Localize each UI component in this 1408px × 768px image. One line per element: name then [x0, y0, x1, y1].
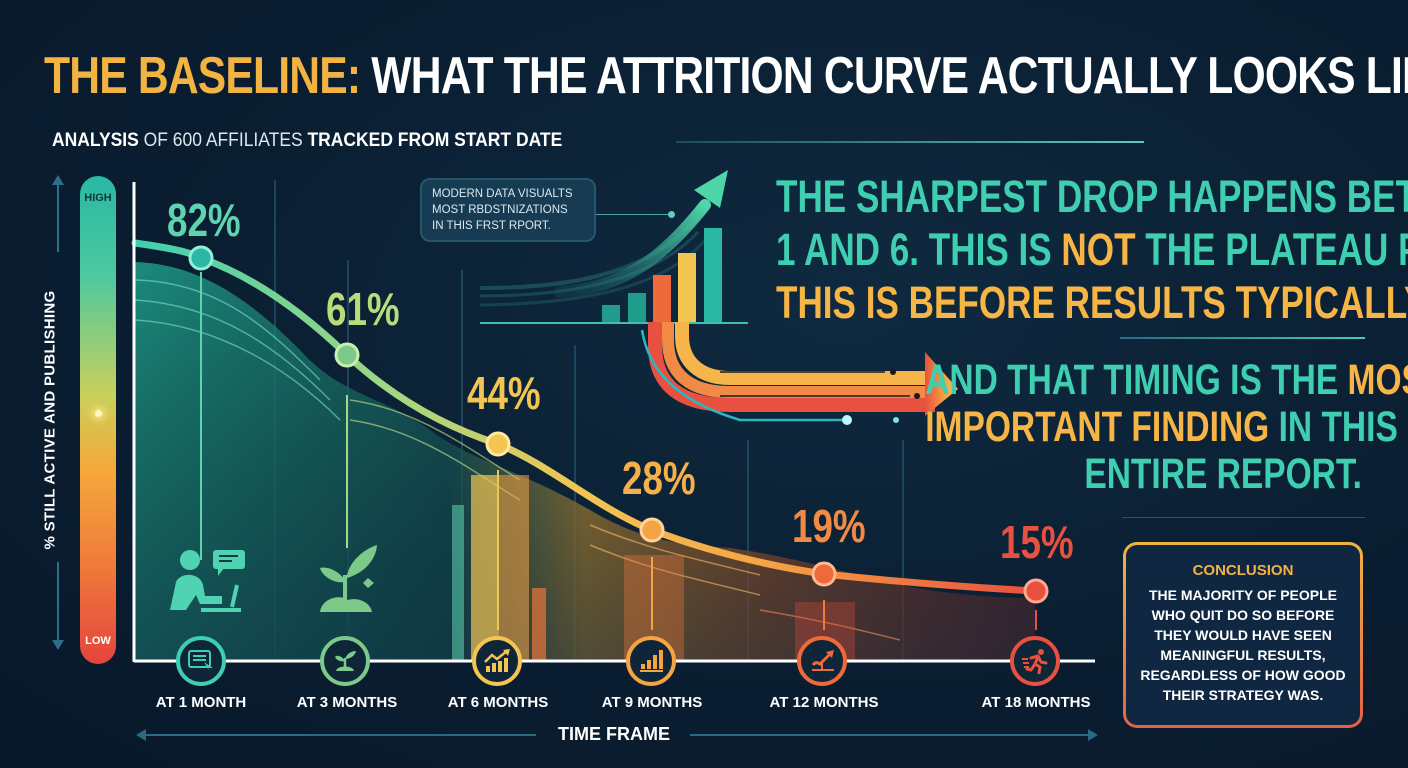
subtitle-part-3: TRACKED FROM START DATE	[307, 130, 563, 151]
headline-line-3: THIS IS BEFORE RESULTS TYPICALLY START.	[776, 277, 1408, 328]
finding-line-1a: AND THAT TIMING IS THE	[925, 356, 1348, 404]
bar-chart-icon	[626, 636, 676, 686]
sprout-icon	[320, 636, 370, 686]
finding-emphasis-most: MOST	[1347, 356, 1408, 404]
headline-line-2: 1 AND 6. THIS IS NOT THE PLATEAU PHASE —	[776, 223, 1408, 276]
headline-annotation: THE SHARPEST DROP HAPPENS BETWEEN 1 AND …	[776, 170, 1408, 329]
subtitle-divider	[676, 141, 1144, 143]
arrow-up-icon	[52, 175, 64, 185]
subtitle: ANALYSIS OF 600 AFFILIATES TRACKED FROM …	[52, 130, 562, 152]
value-label-3-months: 61%	[326, 283, 400, 335]
title-rest: WHAT THE ATTRITION CURVE ACTUALLY LOOKS …	[360, 47, 1408, 105]
x-label-12-months: AT 12 MONTHS	[769, 694, 879, 711]
title-highlight: THE BASELINE:	[44, 47, 361, 105]
value-label-6-months: 44%	[467, 367, 541, 419]
x-label-1-month: AT 1 MONTH	[155, 694, 247, 711]
value-label-1-month: 82%	[167, 194, 241, 246]
value-label-9-months: 28%	[622, 452, 696, 504]
finding-line-1: AND THAT TIMING IS THE MOST	[925, 356, 1408, 404]
headline-divider	[1120, 337, 1365, 339]
conclusion-title: CONCLUSION	[1192, 562, 1294, 579]
time-axis-line-left	[146, 734, 536, 736]
callout-dot	[668, 211, 675, 218]
callout-line-2: MOST RBDSTNIZATIONS	[432, 204, 568, 216]
scale-low-label: LOW	[85, 635, 111, 647]
callout-box: MODERN DATA VISUALTS MOST RBDSTNIZATIONS…	[420, 178, 596, 242]
x-label-18-months: AT 18 MONTHS	[981, 694, 1091, 711]
finding-annotation: AND THAT TIMING IS THE MOST IMPORTANT FI…	[925, 356, 1408, 498]
conclusion-divider	[1122, 517, 1365, 518]
x-label-6-months: AT 6 MONTHS	[447, 694, 549, 711]
conclusion-box: CONCLUSION THE MAJORITY OF PEOPLE WHO QU…	[1123, 542, 1363, 728]
rising-arrow-icon	[797, 636, 847, 686]
callout-connector	[596, 214, 670, 215]
callout-line-1: MODERN DATA VISUALTS	[432, 188, 573, 200]
running-person-icon	[1010, 636, 1060, 686]
page-title: THE BASELINE: WHAT THE ATTRITION CURVE A…	[44, 50, 1408, 102]
arrow-left-icon	[136, 729, 146, 741]
finding-line-2: IMPORTANT FINDING IN THIS	[925, 403, 1398, 451]
subtitle-part-2: OF 600 AFFILIATES	[138, 130, 308, 151]
gradient-scale-bar	[80, 176, 116, 664]
y-axis-arrow-up	[57, 182, 59, 252]
value-label-18-months: 15%	[1000, 516, 1074, 568]
headline-emphasis-not: NOT	[1061, 224, 1136, 275]
x-axis-title: TIME FRAME	[558, 724, 670, 744]
arrow-down-icon	[52, 640, 64, 650]
x-label-9-months: AT 9 MONTHS	[601, 694, 703, 711]
conclusion-body: THE MAJORITY OF PEOPLE WHO QUIT DO SO BE…	[1140, 587, 1346, 703]
arrow-right-icon	[1088, 729, 1098, 741]
time-axis-line-right	[690, 734, 1090, 736]
x-label-3-months: AT 3 MONTHS	[296, 694, 398, 711]
growth-chart-icon	[472, 636, 522, 686]
finding-line-2b: IN THIS	[1269, 403, 1398, 451]
finding-line-3: ENTIRE REPORT.	[1084, 450, 1362, 498]
headline-line-2a: 1 AND 6. THIS IS	[776, 224, 1062, 275]
callout-line-3: IN THIS FRST RPORT.	[432, 220, 551, 232]
y-axis-arrow-down	[57, 562, 59, 642]
scale-indicator-dot	[95, 410, 102, 417]
finding-emphasis-important: IMPORTANT FINDING	[925, 403, 1270, 451]
document-cursor-icon	[176, 636, 226, 686]
value-label-12-months: 19%	[792, 500, 866, 552]
scale-high-label: HIGH	[84, 192, 112, 204]
headline-line-1: THE SHARPEST DROP HAPPENS BETWEEN	[776, 171, 1408, 222]
headline-line-2c: THE PLATEAU PHASE —	[1145, 224, 1408, 275]
subtitle-part-1: ANALYSIS	[52, 130, 139, 151]
